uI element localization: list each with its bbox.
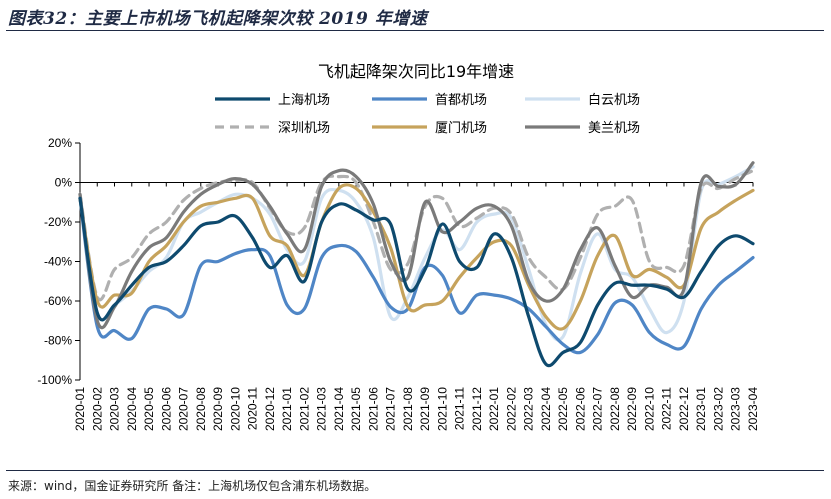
series-line-1 [78, 196, 755, 368]
x-tick-label: 2021-04 [332, 387, 346, 431]
x-tick-label: 2020-06 [159, 387, 173, 431]
series-line-6 [78, 161, 755, 330]
x-tick-label: 2021-07 [384, 387, 398, 431]
x-tick-label: 2022-09 [625, 387, 639, 431]
x-tick-label: 2020-08 [194, 387, 208, 431]
x-tick-label: 2022-01 [487, 387, 501, 431]
series-line-2 [78, 196, 755, 355]
axes: 20% 0% -20% -40% -60% -80% -100%2020-01 2020-02… [37, 136, 760, 431]
x-tick-label: 2023-04 [746, 387, 760, 431]
x-tick-label: 2023-01 [694, 387, 708, 431]
footer-rule [6, 470, 824, 471]
x-tick-label: 2022-08 [608, 387, 622, 431]
x-tick-label: 2020-10 [228, 387, 242, 431]
x-tick-label: 2022-11 [660, 387, 674, 430]
x-tick-label: 2020-02 [90, 387, 104, 431]
x-tick-label: 2023-02 [711, 387, 725, 431]
figure-title: 图表32：主要上市机场飞机起降架次较 2019 年增速 [8, 9, 428, 29]
x-tick-label: 2020-04 [125, 387, 139, 431]
x-tick-label: 2021-03 [315, 387, 329, 431]
title-rule [6, 30, 824, 31]
x-tick-label: 2020-11 [246, 387, 260, 430]
x-tick-label: 2020-12 [263, 387, 277, 431]
x-tick-label: 2020-03 [108, 387, 122, 431]
x-tick-label: 2021-11 [453, 387, 467, 430]
legend-label: 首都机场 [435, 93, 487, 108]
x-tick-label: 2020-09 [211, 387, 225, 431]
y-tick-label: -40% [44, 255, 72, 269]
footnote: 来源：wind，国金证券研究所 备注：上海机场仅包含浦东机场数据。 [8, 479, 377, 493]
x-tick-label: 2021-01 [280, 387, 294, 431]
y-tick-label: 20% [48, 136, 72, 150]
x-tick-label: 2022-06 [573, 387, 587, 431]
x-tick-label: 2022-12 [677, 387, 691, 431]
legend-label: 深圳机场 [278, 121, 330, 136]
y-tick-label: 0% [55, 176, 73, 190]
x-tick-label: 2021-08 [401, 387, 415, 431]
x-tick-label: 2021-09 [418, 387, 432, 431]
y-tick-label: -60% [44, 294, 72, 308]
y-tick-label: -80% [44, 334, 72, 348]
series-line-4 [78, 169, 755, 302]
chart-title: 飞机起降架次同比19年增速 [318, 62, 514, 81]
x-tick-label: 2022-07 [591, 387, 605, 431]
x-tick-label: 2021-12 [470, 387, 484, 431]
x-tick-label: 2022-05 [556, 387, 570, 431]
series-line-5 [78, 183, 755, 331]
legend-label: 厦门机场 [435, 121, 487, 136]
x-tick-label: 2022-02 [504, 387, 518, 431]
x-tick-label: 2022-04 [539, 387, 553, 431]
series-lines [78, 161, 755, 368]
x-tick-label: 2021-05 [349, 387, 363, 431]
x-tick-label: 2021-06 [366, 387, 380, 431]
legend-label: 白云机场 [588, 92, 640, 108]
legend-label: 上海机场 [278, 93, 330, 108]
x-tick-label: 2020-07 [177, 387, 191, 431]
x-tick-label: 2022-03 [522, 387, 536, 431]
x-tick-label: 2020-05 [142, 387, 156, 431]
legend-label: 美兰机场 [588, 121, 640, 136]
x-tick-label: 2021-10 [435, 387, 449, 431]
x-tick-label: 2023-03 [729, 387, 743, 431]
y-tick-label: -20% [44, 215, 72, 229]
x-tick-label: 2021-02 [297, 387, 311, 431]
x-tick-label: 2020-01 [73, 387, 87, 431]
y-tick-label: -100% [37, 373, 72, 387]
series-line-3 [78, 165, 755, 342]
x-tick-label: 2022-10 [642, 387, 656, 431]
